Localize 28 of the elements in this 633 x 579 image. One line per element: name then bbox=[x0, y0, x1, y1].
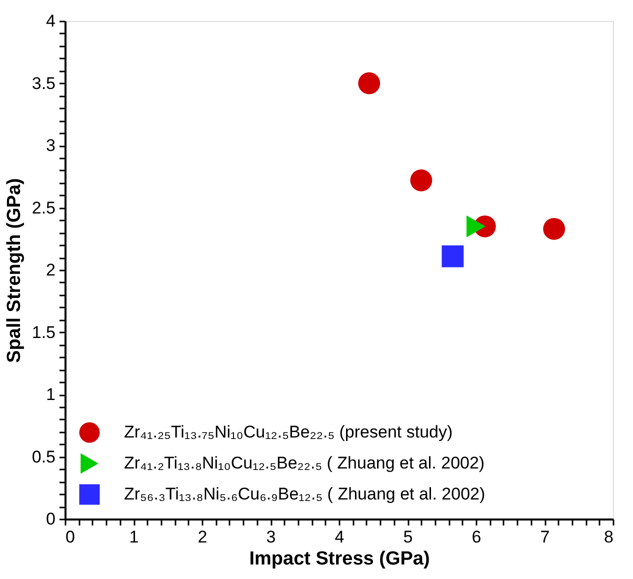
legend-label: Zr₄₁.₂₅Ti₁₃.₇₅Ni₁₀Cu₁₂.₅Be₂₂.₅ (present study) bbox=[124, 422, 453, 442]
y-axis-title: Spall Strength (GPa) bbox=[4, 178, 25, 363]
point bbox=[358, 72, 380, 94]
x-tick-label: 7 bbox=[540, 528, 550, 546]
x-tick-label: 2 bbox=[198, 528, 208, 546]
point bbox=[543, 218, 566, 240]
y-tick-label: 3.5 bbox=[32, 74, 56, 93]
point bbox=[466, 215, 486, 238]
y-tick-label: 0 bbox=[46, 510, 56, 528]
x-tick-label: 8 bbox=[604, 528, 614, 546]
y-tick-label: 0.5 bbox=[32, 447, 56, 466]
point bbox=[410, 169, 432, 192]
y-tick-label: 1.5 bbox=[32, 322, 56, 342]
y-tick-label: 2 bbox=[46, 260, 56, 280]
x-tick-label: 1 bbox=[129, 528, 139, 546]
legend-label: Zr₄₁.₂Ti₁₃.₈Ni₁₀Cu₁₂.₅Be₂₂.₅ ( Zhuang et al. 2002) bbox=[124, 454, 485, 472]
x-tick-label: 4 bbox=[334, 528, 344, 546]
legend-label: Zr₅₆.₃Ti₁₃.₈Ni₅.₆Cu₆.₉Be₁₂.₅ ( Zhuang et al. 2002) bbox=[124, 484, 486, 504]
x-tick-label: 3 bbox=[266, 528, 276, 546]
x-tick-label: 6 bbox=[472, 528, 482, 546]
point bbox=[442, 245, 464, 268]
y-tick-label: 4 bbox=[46, 12, 56, 30]
y-tick-label: 2.5 bbox=[32, 198, 56, 218]
x-axis-title: Impact Stress (GPa) bbox=[249, 548, 430, 570]
x-tick-label: 0 bbox=[66, 528, 75, 546]
y-tick-label: 1 bbox=[46, 385, 56, 404]
x-tick-label: 5 bbox=[403, 528, 413, 546]
y-tick-label: 3 bbox=[46, 136, 56, 155]
